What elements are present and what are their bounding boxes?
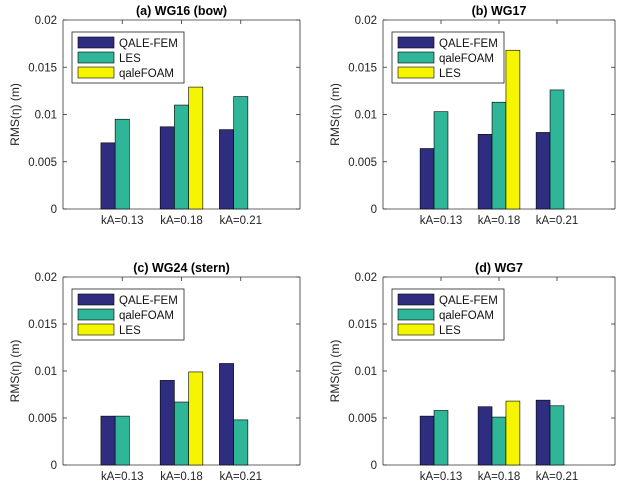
y-tick-label: 0 — [51, 460, 57, 472]
x-tick-label: kA=0.18 — [478, 215, 521, 227]
bar-qale-fem-2 — [477, 406, 493, 466]
bar-qalefoam-2 — [174, 104, 189, 210]
legend-swatch — [397, 323, 435, 336]
bar-qale-fem-1 — [100, 415, 116, 466]
chart-panel-3: (c) WG24 (stern) 0 0.005 0.01 0.015 0.02 RMS(η… — [8, 261, 301, 483]
y-tick-label: 0.005 — [28, 157, 57, 169]
bar-qale-fem-3 — [219, 129, 234, 210]
legend-label: QALE-FEM — [439, 295, 498, 307]
x-tick-label: kA=0.21 — [219, 471, 262, 483]
bar-qalefoam-1 — [114, 118, 130, 210]
bar-les-2 — [188, 371, 204, 466]
bar-qalefoam-1 — [433, 111, 449, 210]
legend-label: QALE-FEM — [119, 295, 178, 307]
bar-qale-fem-3 — [535, 132, 551, 210]
x-tick-label: kA=0.21 — [536, 215, 579, 227]
chart-panel-4: (d) WG7 0 0.005 0.01 0.015 0.02 RMS(η) (m) kA=0… — [328, 261, 616, 483]
legend-swatch — [77, 293, 115, 306]
y-tick-label: 0.01 — [355, 110, 377, 122]
bar-qale-fem-1 — [419, 415, 435, 466]
y-axis-label: RMS(η) (m) — [328, 83, 342, 146]
y-tick-label: 0.015 — [348, 62, 377, 74]
y-axis-label: RMS(η) (m) — [328, 340, 342, 403]
legend-label: QALE-FEM — [119, 38, 178, 50]
legend-swatch — [397, 36, 435, 49]
x-tick-label: kA=0.18 — [160, 471, 203, 483]
legend-label: qaleFOAM — [439, 310, 494, 322]
legend-swatch — [397, 308, 435, 321]
chart-panel-1: (a) WG16 (bow) 0 0.005 0.01 0.015 0.02 RMS(η) … — [8, 4, 301, 227]
legend-label: LES — [439, 325, 461, 337]
y-tick-label: 0 — [371, 204, 377, 216]
legend-swatch — [77, 51, 115, 64]
x-tick-label: kA=0.18 — [160, 215, 203, 227]
chart-title: (b) WG17 — [472, 4, 527, 18]
y-tick-label: 0.01 — [35, 110, 57, 122]
bar-qalefoam-3 — [549, 89, 565, 210]
bar-les-2 — [505, 400, 521, 466]
y-tick-label: 0.005 — [348, 157, 377, 169]
chart-title: (a) WG16 (bow) — [136, 4, 227, 18]
y-tick-label: 0.005 — [348, 413, 377, 425]
y-axis-label: RMS(η) (m) — [8, 340, 22, 403]
legend-label: LES — [439, 68, 461, 80]
x-tick-label: kA=0.21 — [536, 471, 579, 483]
legend-label: qaleFOAM — [439, 53, 494, 65]
y-tick-label: 0 — [371, 460, 377, 472]
x-tick-label: kA=0.13 — [420, 471, 463, 483]
x-tick-label: kA=0.21 — [219, 215, 262, 227]
legend-label: QALE-FEM — [439, 38, 498, 50]
x-tick-label: kA=0.13 — [101, 215, 144, 227]
bar-qale-fem-1 — [100, 142, 116, 210]
bar-qalefoam-2 — [491, 101, 507, 210]
legend-swatch — [397, 66, 435, 79]
y-tick-label: 0.02 — [35, 15, 57, 27]
bar-qale-fem-2 — [159, 380, 175, 466]
y-tick-label: 0.02 — [35, 272, 57, 284]
bar-qale-fem-3 — [535, 399, 551, 466]
bar-qalefoam-3 — [233, 96, 249, 210]
y-tick-label: 0.015 — [28, 319, 57, 331]
bar-qalefoam-2 — [174, 401, 189, 466]
y-tick-label: 0.01 — [355, 366, 377, 378]
y-tick-label: 0.015 — [348, 319, 377, 331]
chart-title: (c) WG24 (stern) — [133, 261, 230, 275]
x-tick-label: kA=0.13 — [101, 471, 144, 483]
legend-swatch — [77, 323, 115, 336]
bar-qale-fem-2 — [477, 134, 493, 210]
bar-qale-fem-3 — [219, 363, 234, 466]
bar-les-2 — [505, 49, 521, 210]
legend-swatch — [397, 293, 435, 306]
y-tick-label: 0.005 — [28, 413, 57, 425]
bar-qalefoam-1 — [433, 410, 449, 466]
legend-swatch — [77, 308, 115, 321]
bar-qalefoam-1 — [114, 415, 130, 466]
x-tick-label: kA=0.18 — [478, 471, 521, 483]
x-tick-label: kA=0.13 — [420, 215, 463, 227]
bar-qalefoam-3 — [549, 405, 565, 466]
y-tick-label: 0.02 — [355, 15, 377, 27]
y-axis-label: RMS(η) (m) — [8, 83, 22, 146]
legend-label: qaleFOAM — [119, 68, 174, 80]
chart-panel-2: (b) WG17 0 0.005 0.01 0.015 0.02 RMS(η) (m) kA=… — [328, 4, 616, 227]
y-tick-label: 0.02 — [355, 272, 377, 284]
legend-swatch — [77, 36, 115, 49]
bar-les-2 — [188, 86, 204, 210]
bar-qalefoam-2 — [491, 416, 507, 466]
y-tick-label: 0 — [51, 204, 57, 216]
legend-swatch — [397, 51, 435, 64]
legend-swatch — [77, 66, 115, 79]
bar-qalefoam-3 — [233, 419, 249, 466]
legend-label: LES — [119, 325, 141, 337]
y-tick-label: 0.01 — [35, 366, 57, 378]
bar-qale-fem-1 — [419, 148, 435, 210]
y-tick-label: 0.015 — [28, 62, 57, 74]
legend-label: LES — [119, 53, 141, 65]
bar-qale-fem-2 — [159, 126, 175, 210]
legend-label: qaleFOAM — [119, 310, 174, 322]
chart-title: (d) WG7 — [475, 261, 523, 275]
